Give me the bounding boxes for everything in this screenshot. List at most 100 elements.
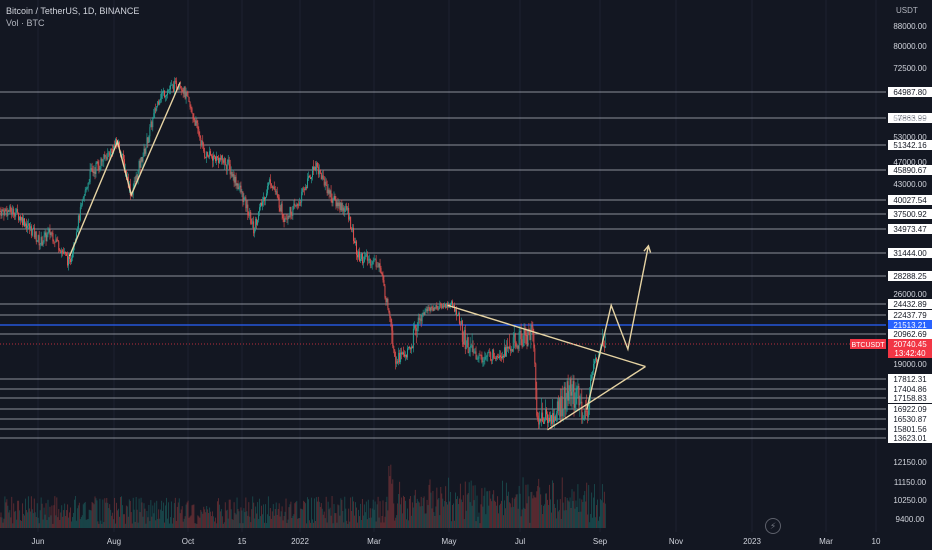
volume-bar xyxy=(345,508,347,528)
volume-bar xyxy=(423,496,425,528)
volume-bar xyxy=(575,500,577,528)
candle-body xyxy=(7,210,9,216)
volume-bar xyxy=(467,493,469,528)
candle-body xyxy=(462,341,464,345)
candle-body xyxy=(385,297,387,303)
candle-body xyxy=(400,352,402,363)
volume-bar xyxy=(241,510,243,528)
currency-label[interactable]: USDT xyxy=(896,6,918,15)
volume-bar xyxy=(381,515,383,528)
volume-bar xyxy=(257,502,259,528)
level-label: 37500.92 xyxy=(893,210,927,219)
volume-bar xyxy=(409,496,411,528)
candle-body xyxy=(456,315,458,317)
candle-body xyxy=(506,346,508,349)
candle-body xyxy=(165,96,166,98)
candle-body xyxy=(516,345,518,347)
candle-body xyxy=(425,309,427,310)
candle-body xyxy=(5,209,7,211)
price-axis[interactable]: 88000.00 80000.00 72500.00 58000.00 53000.00… xyxy=(893,22,927,524)
volume-bar xyxy=(570,507,572,528)
volume-bar xyxy=(85,519,87,528)
volume-bar xyxy=(19,510,21,528)
candle-body xyxy=(372,260,374,265)
candle-body xyxy=(574,403,576,408)
volume-bar xyxy=(25,510,27,528)
volume-bar xyxy=(140,497,142,528)
volume-bar xyxy=(106,497,108,528)
candle-body xyxy=(444,304,446,308)
volume-bar xyxy=(421,506,423,528)
volume-bar xyxy=(576,506,578,528)
volume-bar xyxy=(282,520,284,528)
volume-bar xyxy=(74,496,76,528)
volume-bar xyxy=(276,514,278,528)
candle-body xyxy=(268,179,270,183)
volume-bar xyxy=(463,519,465,528)
volume-bar xyxy=(188,517,190,528)
volume-bar xyxy=(66,510,68,528)
candle-body xyxy=(502,355,503,359)
level-label-bg xyxy=(888,393,932,403)
volume-bar xyxy=(472,485,474,528)
candle-body xyxy=(513,333,515,338)
candle-body xyxy=(354,241,356,243)
candle-body xyxy=(603,345,605,348)
candle-body xyxy=(491,360,493,361)
volume-bar xyxy=(523,507,525,528)
volume-bar xyxy=(175,520,177,528)
candle-body xyxy=(470,346,472,347)
candle-body xyxy=(49,229,51,235)
volume-bar xyxy=(240,507,242,528)
candle-body xyxy=(352,227,354,230)
candle-body xyxy=(218,157,220,163)
candle-body xyxy=(477,358,479,360)
candle-body xyxy=(15,212,17,217)
candle-body xyxy=(437,308,439,310)
candle-body xyxy=(536,388,538,416)
volume-bar xyxy=(5,502,7,528)
volume-bar xyxy=(307,497,309,528)
volume-bar xyxy=(104,498,106,528)
volume-bar xyxy=(73,512,74,528)
volume-bar xyxy=(180,509,182,528)
volume-bar xyxy=(349,521,351,528)
volume-bar xyxy=(290,501,292,528)
symbol-title[interactable]: Bitcoin / TetherUS, 1D, BINANCE xyxy=(6,6,140,16)
candle-body xyxy=(101,158,103,162)
volume-bar xyxy=(286,522,288,528)
volume-bar xyxy=(122,514,124,528)
volume-bar xyxy=(350,497,352,528)
candle-body xyxy=(406,354,407,358)
volume-bar xyxy=(263,504,264,528)
candle-body xyxy=(298,205,300,207)
volume-bar xyxy=(372,499,374,528)
volume-bar xyxy=(580,511,582,528)
candle-body xyxy=(458,313,460,324)
volume-bar xyxy=(490,498,492,528)
volume-bar xyxy=(178,498,180,528)
candle-body xyxy=(209,151,211,157)
volume-bar xyxy=(302,509,304,528)
candle-body xyxy=(388,308,390,313)
volume-bar xyxy=(231,519,233,528)
volume-bar xyxy=(479,523,481,528)
candle-body xyxy=(517,345,519,349)
candle-body xyxy=(421,313,423,322)
volume-bar xyxy=(186,502,188,528)
volume-bar xyxy=(206,505,208,528)
candle-body xyxy=(348,207,350,220)
candle-body xyxy=(379,263,381,269)
candle-body xyxy=(559,397,561,417)
candle-body xyxy=(219,157,221,160)
volume-bar xyxy=(60,512,62,528)
horizontal-levels[interactable]: 64987.80 57863.99 51342.16 45890.67 40027.54… xyxy=(0,87,932,443)
candle-body xyxy=(184,86,186,99)
volume-bar xyxy=(126,506,128,528)
candle-body xyxy=(474,351,476,353)
time-axis[interactable]: Jun Aug Oct 15 2022 Mar May Jul Sep Nov 2023 Mar 10 xyxy=(32,537,881,546)
tradingview-logo-icon[interactable]: ⚡ xyxy=(765,518,781,534)
candle-body xyxy=(338,202,340,207)
